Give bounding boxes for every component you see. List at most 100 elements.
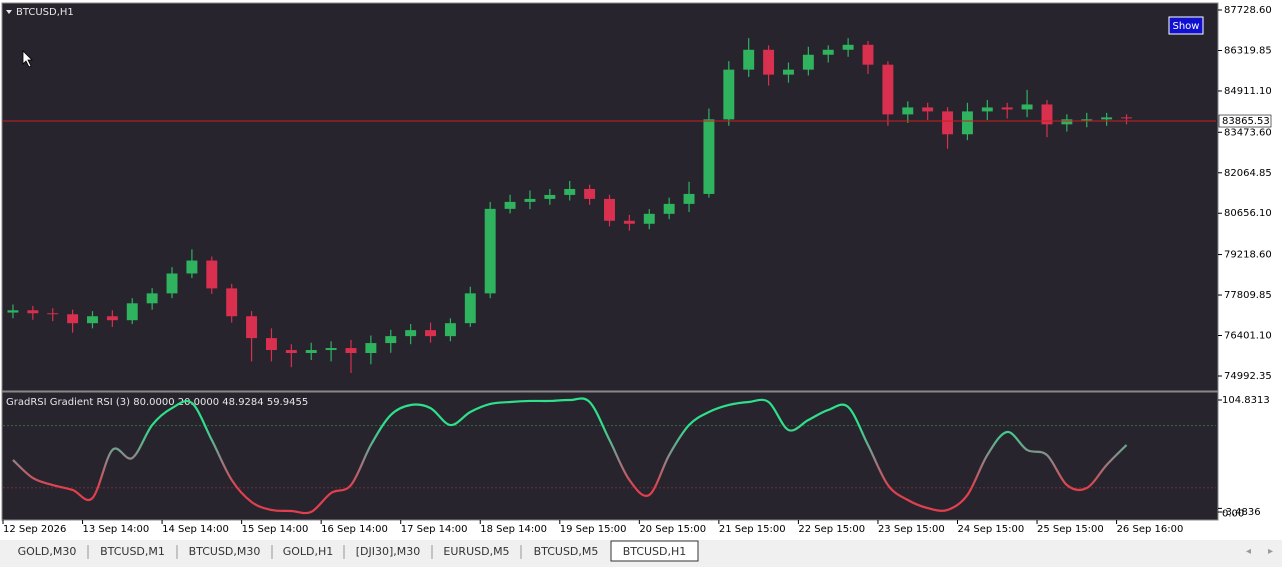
x-tick-label: 14 Sep 14:00 [162,524,229,535]
candle-body [67,314,79,324]
x-tick-label: 25 Sep 15:00 [1037,524,1104,535]
rsi-pane [1,391,1219,521]
candle-body [544,194,556,199]
candle-body [1041,104,1053,125]
candle-body [942,111,954,135]
tab[interactable]: GOLD,H1 [283,545,334,558]
y-tick-label: 84911.10 [1224,86,1272,97]
candle-body [27,310,39,314]
bid-box [1218,114,1272,128]
candle-body [663,203,675,214]
x-tick-label: 26 Sep 16:00 [1117,524,1184,535]
tab[interactable]: EURUSD,M5 [443,545,509,558]
candle-body [146,293,158,304]
candle-body [922,107,934,112]
candle-body [1121,117,1132,119]
x-tick-label: 18 Sep 14:00 [480,524,547,535]
show-button-label[interactable]: Show [1173,21,1200,32]
candle-body [405,330,417,337]
x-tick-label: 16 Sep 14:00 [321,524,388,535]
y-tick-label: 0.00 [1222,508,1244,519]
x-tick-label: 12 Sep 2026 [3,524,66,535]
x-tick-label: 15 Sep 14:00 [242,524,309,535]
symbol-label: BTCUSD,H1 [16,7,74,18]
candle-body [345,348,357,354]
y-tick-label: -3.4836 [1222,507,1261,518]
candle-body [802,54,814,70]
candle-body [186,260,198,274]
candle-body [504,201,516,209]
candle-body [425,330,437,337]
candle-body [683,193,695,204]
x-tick-label: 22 Sep 15:00 [798,524,865,535]
candle-body [763,49,775,75]
x-tick-label: 19 Sep 15:00 [560,524,627,535]
x-tick-label: 13 Sep 14:00 [83,524,150,535]
candle-body [643,213,655,224]
candle-body [385,336,397,344]
scroll-left[interactable]: ◂ [1246,546,1251,557]
y-tick-label: 87728.60 [1224,5,1272,16]
candle-body [961,111,973,135]
y-tick-label: 79218.60 [1224,250,1272,261]
scroll-right[interactable]: ▸ [1268,546,1273,557]
candle-body [305,350,317,354]
x-tick-label: 24 Sep 15:00 [957,524,1024,535]
y-tick-label: 86319.85 [1224,45,1272,56]
tab[interactable]: BTCUSD,M30 [189,545,261,558]
tab[interactable]: BTCUSD,H1 [623,545,687,558]
chart-layer: GradRSI Gradient RSI (3) 80.0000 20.0000… [3,38,1216,515]
x-tick-label: 23 Sep 15:00 [878,524,945,535]
tab[interactable]: BTCUSD,M1 [100,545,165,558]
tab[interactable]: BTCUSD,M5 [534,545,599,558]
bid-label: 83865.53 [1222,116,1270,127]
candle-body [1101,117,1113,120]
rsi-line [12,397,1128,515]
candle-body [325,348,337,351]
candle-body [7,310,19,313]
candle-body [902,107,914,115]
tabs: GOLD,M30 BTCUSD,M1 BTCUSD,M30 GOLD,H1 [DJI30… [18,540,699,562]
indicator-title: GradRSI Gradient RSI (3) 80.0000 20.0000… [6,397,308,408]
x-tick-label: 21 Sep 15:00 [719,524,786,535]
candle-body [1021,104,1033,110]
candle-body [981,107,993,112]
y-tick-label: 77809.85 [1224,290,1272,301]
candle-body [226,288,238,317]
candle-body [87,316,98,324]
candle-body [604,198,615,221]
y-tick-label: 104.8313 [1222,395,1270,406]
active-tab [610,540,699,562]
candle-body [822,49,834,55]
cursor [22,50,33,68]
candle-body [623,220,635,224]
candle-body [106,316,118,321]
tab[interactable]: [DJI30],M30 [356,545,421,558]
candle-body [564,188,576,195]
y-tick-label: 82064.85 [1224,168,1272,179]
candle-body [584,188,596,199]
candle-body [1081,119,1093,121]
tab[interactable]: GOLD,M30 [18,545,77,558]
candle-body [285,350,297,354]
candle-body [246,316,258,339]
candle-body [1061,119,1073,125]
candle-body [1001,107,1013,110]
candle-body [166,273,178,294]
candle-body [206,260,218,289]
candle-body [882,64,894,115]
candle-body [524,198,536,202]
y-tick-label: 80656.10 [1224,208,1272,219]
candle-body [365,343,377,354]
show-button[interactable] [1168,16,1204,35]
candle-body [842,44,854,50]
candle-body [126,303,138,321]
y-tick-label: 76401.10 [1224,331,1272,342]
candle-body [265,338,277,351]
candle-body [703,119,715,194]
x-tick-label: 17 Sep 14:00 [401,524,468,535]
menu-arrow[interactable] [6,10,12,14]
candle-body [862,44,874,65]
candle-body [444,323,456,337]
